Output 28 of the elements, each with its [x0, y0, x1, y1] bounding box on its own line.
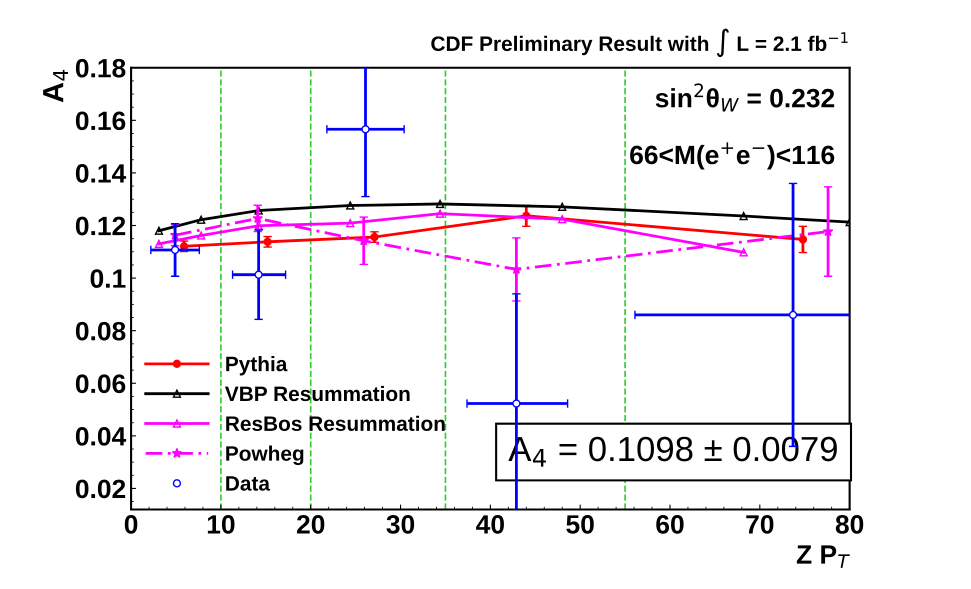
y-tick-label: 0.18	[76, 58, 126, 78]
x-axis-title: Z P$_{T}$	[796, 545, 850, 568]
chart-title: CDF Preliminary Result with ∫ L = 2.1 fb$^{−1}$	[431, 28, 848, 58]
legend-label: VBP Resummation	[224, 386, 410, 402]
x-tick-label: 50	[566, 515, 594, 534]
annotation: sin$^{2}$θ$_{W}$ = 0.232	[656, 83, 834, 112]
x-tick-label: 10	[208, 515, 234, 534]
legend-label: ResBos Resummation	[226, 416, 445, 432]
y-tick-label: 0.16	[76, 111, 126, 130]
x-tick-label: 70	[746, 515, 774, 534]
annotation: 66<M(e$^{+}$e$^{−}$)<116	[630, 142, 834, 170]
y-tick-label: 0.12	[76, 216, 126, 236]
x-tick-label: 30	[386, 515, 414, 534]
y-tick-label: 0.14	[76, 164, 126, 183]
y-tick-label: 0.08	[76, 322, 126, 341]
legend-label: Data	[226, 476, 270, 491]
y-tick-label: 0.1	[90, 269, 126, 288]
y-tick-label: 0.06	[76, 374, 126, 394]
x-tick-label: 80	[836, 515, 864, 534]
x-tick-label: 20	[296, 515, 324, 534]
legend-label: Powheg	[226, 446, 304, 466]
y-tick-label: 0.02	[76, 480, 126, 498]
legend-label: Pythia	[226, 356, 288, 376]
x-tick-label: 60	[656, 515, 684, 534]
x-tick-label: 40	[476, 515, 504, 534]
x-tick-label: 0	[124, 515, 138, 534]
y-tick-label: 0.04	[76, 426, 126, 446]
y-axis-title: A$_{4}$	[43, 70, 68, 102]
